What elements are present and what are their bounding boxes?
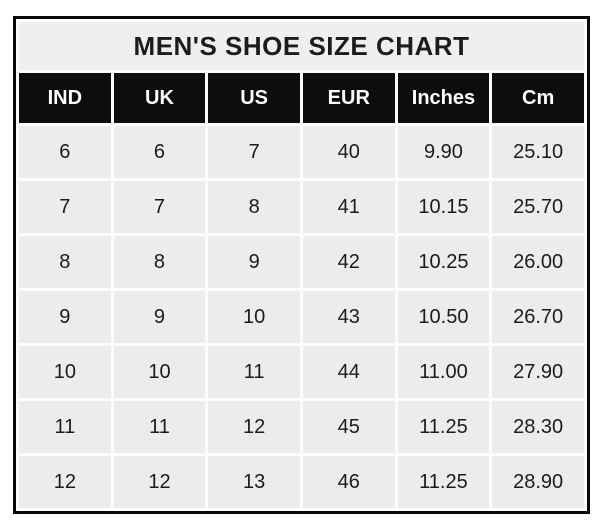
column-header-uk: UK — [113, 73, 206, 123]
column-header-eur: EUR — [302, 73, 395, 123]
size-table: MEN'S SHOE SIZE CHART IND UK US EUR Inches Cm… — [13, 16, 590, 514]
table-header-row: IND UK US EUR Inches Cm — [19, 73, 584, 123]
table-cell: 42 — [302, 236, 395, 288]
table-cell: 11 — [19, 401, 111, 453]
table-cell: 40 — [302, 126, 395, 178]
table-row: 9 9 10 43 10.50 26.70 — [19, 291, 584, 343]
table-cell: 6 — [113, 126, 206, 178]
table-cell: 46 — [302, 456, 395, 508]
table-row: 7 7 8 41 10.15 25.70 — [19, 181, 584, 233]
table-cell: 11 — [208, 346, 300, 398]
table-cell: 10.15 — [397, 181, 490, 233]
table-row: 11 11 12 45 11.25 28.30 — [19, 401, 584, 453]
table-cell: 13 — [208, 456, 300, 508]
table-body: 6 6 7 40 9.90 25.10 7 7 8 41 10.15 25.70 8 8 9 42 10.25 2… — [19, 126, 584, 508]
column-header-ind: IND — [19, 73, 111, 123]
table-cell: 11.25 — [397, 401, 490, 453]
page-title: MEN'S SHOE SIZE CHART — [19, 22, 584, 70]
table-cell: 9 — [113, 291, 206, 343]
table-cell: 12 — [208, 401, 300, 453]
column-header-inches: Inches — [397, 73, 490, 123]
table-row: 12 12 13 46 11.25 28.90 — [19, 456, 584, 508]
table-cell: 8 — [208, 181, 300, 233]
table-cell: 28.30 — [492, 401, 584, 453]
table-row: 10 10 11 44 11.00 27.90 — [19, 346, 584, 398]
table-cell: 10 — [19, 346, 111, 398]
table-cell: 8 — [113, 236, 206, 288]
table-cell: 8 — [19, 236, 111, 288]
table-cell: 9.90 — [397, 126, 490, 178]
table-cell: 28.90 — [492, 456, 584, 508]
table-cell: 11.00 — [397, 346, 490, 398]
table-cell: 45 — [302, 401, 395, 453]
table-cell: 9 — [19, 291, 111, 343]
table-cell: 25.10 — [492, 126, 584, 178]
table-cell: 10.50 — [397, 291, 490, 343]
column-header-us: US — [208, 73, 300, 123]
table-cell: 44 — [302, 346, 395, 398]
table-cell: 7 — [208, 126, 300, 178]
table-cell: 25.70 — [492, 181, 584, 233]
table-cell: 11.25 — [397, 456, 490, 508]
table-cell: 12 — [113, 456, 206, 508]
table-row: 8 8 9 42 10.25 26.00 — [19, 236, 584, 288]
table-row: 6 6 7 40 9.90 25.10 — [19, 126, 584, 178]
table-cell: 43 — [302, 291, 395, 343]
table-cell: 41 — [302, 181, 395, 233]
table-cell: 7 — [113, 181, 206, 233]
table-cell: 10.25 — [397, 236, 490, 288]
column-header-cm: Cm — [492, 73, 584, 123]
table-cell: 12 — [19, 456, 111, 508]
table-cell: 11 — [113, 401, 206, 453]
title-row: MEN'S SHOE SIZE CHART — [19, 22, 584, 70]
table-cell: 27.90 — [492, 346, 584, 398]
table-cell: 6 — [19, 126, 111, 178]
table-cell: 7 — [19, 181, 111, 233]
table-cell: 10 — [208, 291, 300, 343]
table-cell: 26.70 — [492, 291, 584, 343]
table-cell: 9 — [208, 236, 300, 288]
shoe-size-chart: MEN'S SHOE SIZE CHART IND UK US EUR Inches Cm… — [13, 16, 590, 514]
table-cell: 10 — [113, 346, 206, 398]
table-cell: 26.00 — [492, 236, 584, 288]
